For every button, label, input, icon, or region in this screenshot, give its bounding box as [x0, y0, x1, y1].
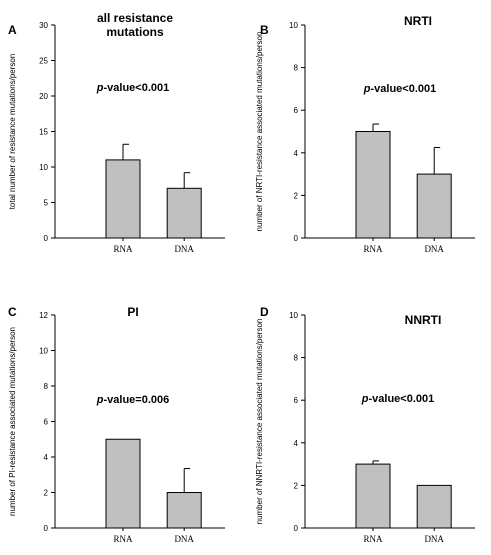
y-axis-label: number of NRTI-resistance associated mut… [255, 32, 264, 232]
p-value-text: -value=0.006 [103, 394, 169, 406]
category-label: RNA [113, 534, 133, 544]
y-tick-label: 10 [39, 347, 48, 356]
y-tick-label: 8 [294, 354, 299, 363]
p-value-prefix: p [96, 394, 104, 406]
y-axis-label: number of NNRTI-resistance associated mu… [255, 319, 264, 525]
bar-rna [105, 159, 141, 239]
y-tick-label: 15 [39, 128, 48, 137]
y-tick-label: 2 [44, 489, 49, 498]
chart-title: PI [127, 305, 138, 319]
p-value-prefix: p [363, 83, 371, 95]
y-tick-label: 25 [39, 57, 48, 66]
y-tick-label: 5 [44, 199, 49, 208]
y-tick-label: 0 [44, 234, 49, 243]
category-label: RNA [113, 244, 133, 254]
category-label: DNA [174, 244, 194, 254]
y-tick-label: 30 [39, 21, 48, 30]
bar-dna [166, 187, 202, 239]
bar-dna [416, 173, 452, 239]
y-tick-label: 0 [44, 524, 49, 533]
chart-title: mutations [106, 25, 164, 39]
p-value-annotation: p-value<0.001 [361, 393, 434, 405]
y-tick-label: 0 [294, 524, 299, 533]
y-tick-label: 10 [289, 21, 298, 30]
p-value-text: -value<0.001 [368, 393, 434, 405]
chart-title: all resistance [97, 11, 173, 25]
y-tick-label: 2 [294, 481, 299, 490]
y-tick-label: 4 [294, 439, 299, 448]
y-tick-label: 10 [289, 311, 298, 320]
panel-letter: A [8, 23, 17, 37]
y-tick-label: 12 [39, 311, 48, 320]
bar-rna [355, 463, 391, 529]
p-value-annotation: p-value=0.006 [96, 394, 169, 406]
p-value-text: -value<0.001 [103, 82, 169, 94]
y-tick-label: 6 [294, 396, 299, 405]
p-value-prefix: p [96, 82, 104, 94]
y-tick-label: 4 [294, 149, 299, 158]
chart-title: NRTI [404, 14, 432, 28]
category-label: DNA [174, 534, 194, 544]
y-tick-label: 2 [294, 191, 299, 200]
panel-letter: C [8, 305, 17, 319]
y-tick-label: 6 [44, 418, 49, 427]
p-value-prefix: p [361, 393, 369, 405]
panel-letter: B [260, 23, 269, 37]
y-axis-label: number of PI-resistance associated mutat… [8, 327, 17, 516]
y-tick-label: 0 [294, 234, 299, 243]
category-label: DNA [424, 244, 444, 254]
category-label: DNA [424, 534, 444, 544]
bar-dna [166, 492, 202, 529]
y-tick-label: 8 [294, 64, 299, 73]
chart-title: NNRTI [405, 313, 442, 327]
y-axis-label: total number of resistance mutations/per… [8, 54, 17, 210]
bar-dna [416, 484, 452, 529]
p-value-annotation: p-value<0.001 [363, 83, 436, 95]
bar-rna [355, 131, 391, 239]
y-tick-label: 8 [44, 382, 49, 391]
p-value-text: -value<0.001 [370, 83, 436, 95]
y-tick-label: 6 [294, 106, 299, 115]
y-tick-label: 4 [44, 453, 49, 462]
category-label: RNA [363, 534, 383, 544]
panel-letter: D [260, 305, 269, 319]
category-label: RNA [363, 244, 383, 254]
bar-rna [105, 438, 141, 529]
p-value-annotation: p-value<0.001 [96, 82, 169, 94]
y-tick-label: 10 [39, 163, 48, 172]
y-tick-label: 20 [39, 92, 48, 101]
